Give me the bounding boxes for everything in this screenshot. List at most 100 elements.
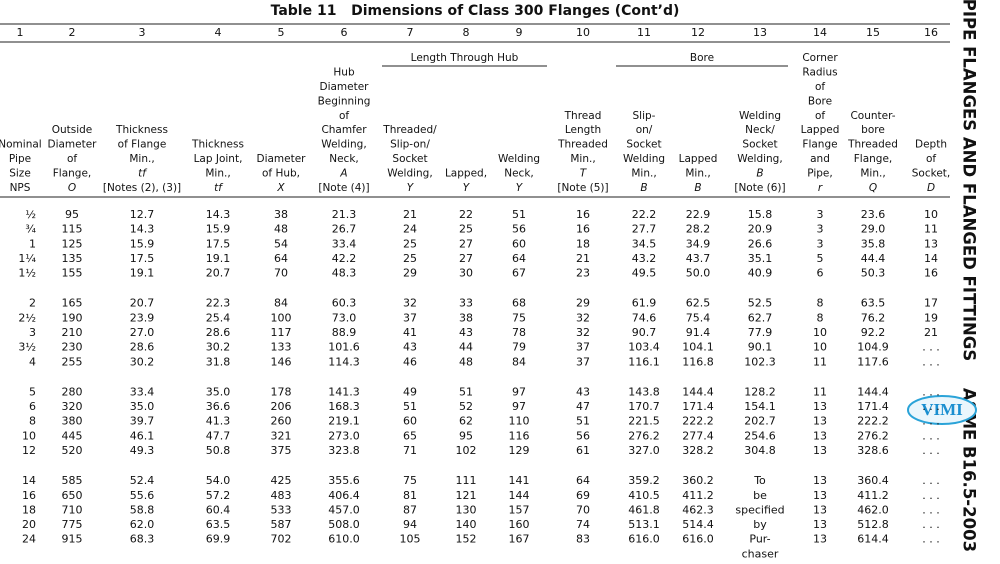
cell: . . . (922, 400, 939, 413)
column-header: NPS (10, 182, 31, 194)
column-header: Socket, (912, 168, 950, 180)
cell: 273.0 (328, 429, 360, 442)
column-header: Min., (129, 153, 154, 165)
cell: 39.7 (130, 415, 155, 428)
cell: . . . (922, 474, 939, 487)
cell: 64 (512, 252, 526, 265)
cell: 41 (403, 326, 417, 339)
column-header: Radius (802, 66, 837, 78)
cell: 22.3 (206, 297, 231, 310)
cell: 95 (65, 208, 79, 221)
cell: 43 (459, 326, 473, 339)
cell: 97 (512, 400, 526, 413)
cell: 533 (271, 503, 292, 516)
cell: 165 (62, 297, 83, 310)
column-header: Min., (685, 168, 710, 180)
column-header: bore (861, 124, 885, 136)
column-header: Pipe (9, 153, 31, 165)
cell: 27.7 (632, 223, 657, 236)
cell: . . . (922, 533, 939, 546)
cell: 49 (403, 385, 417, 398)
column-header: T (580, 168, 588, 180)
cell: 56 (576, 429, 590, 442)
cell: 144 (509, 489, 530, 502)
cell: 178 (271, 385, 292, 398)
cell: 129 (509, 444, 530, 457)
column-header: Threaded (557, 139, 608, 151)
cell: 62 (459, 415, 473, 428)
cell: 36.6 (206, 400, 231, 413)
column-header: Depth (915, 139, 947, 151)
cell: 116.8 (682, 355, 714, 368)
cell: 31.8 (206, 355, 231, 368)
cell: 30.2 (130, 355, 155, 368)
column-header: of (926, 153, 936, 165)
cell: 508.0 (328, 518, 360, 531)
cell: 13 (813, 533, 827, 546)
column-header: B (640, 182, 647, 194)
cell: 277.4 (682, 429, 714, 442)
row-label: 8 (29, 415, 36, 428)
cell: 117.6 (857, 355, 889, 368)
cell: 210 (62, 326, 83, 339)
column-header: Size (9, 168, 31, 180)
cell: 19.1 (130, 267, 155, 280)
cell: 43 (403, 341, 417, 354)
column-header: Beginning (318, 95, 371, 107)
column-header: Lapped (801, 124, 840, 136)
cell: 50.0 (686, 267, 711, 280)
column-header: Welding, (321, 139, 366, 151)
cell: 380 (62, 415, 83, 428)
cell: 219.1 (328, 415, 360, 428)
cell: 49.3 (130, 444, 155, 457)
cell: 70 (274, 267, 288, 280)
cell: 710 (62, 503, 83, 516)
cell: 10 (924, 208, 938, 221)
cell: 5 (817, 252, 824, 265)
row-label: 3 (29, 326, 36, 339)
cell: 61.9 (632, 297, 657, 310)
column-header: Thickness (115, 124, 168, 136)
cell: 52.4 (130, 474, 155, 487)
cell: 513.1 (628, 518, 660, 531)
cell: 33.4 (130, 385, 155, 398)
cell: 514.4 (682, 518, 714, 531)
cell: 359.2 (628, 474, 660, 487)
cell: 37 (403, 311, 417, 324)
cell: 445 (62, 429, 83, 442)
cell: 67 (512, 267, 526, 280)
cell: 13 (813, 415, 827, 428)
cell: 17 (924, 297, 938, 310)
column-header: Lapped, (445, 168, 487, 180)
cell: 111 (456, 474, 477, 487)
cell: 610.0 (328, 533, 360, 546)
row-label: 10 (22, 429, 36, 442)
cell: 40.9 (748, 267, 773, 280)
cell: 13 (813, 400, 827, 413)
cell: 65 (403, 429, 417, 442)
cell: 614.4 (857, 533, 889, 546)
cell: 60.3 (332, 297, 357, 310)
cell: 360.4 (857, 474, 889, 487)
row-label: 20 (22, 518, 36, 531)
cell: 12.7 (130, 208, 155, 221)
cell: 87 (403, 503, 417, 516)
column-header: Outside (52, 124, 93, 136)
cell: 328.2 (682, 444, 714, 457)
cell: 60.4 (206, 503, 231, 516)
cell: 321 (271, 429, 292, 442)
column-number: 5 (278, 26, 285, 39)
column-header: Thickness (191, 139, 244, 151)
cell: 58.8 (130, 503, 155, 516)
cell: 34.9 (686, 237, 711, 250)
column-header: [Note (4)] (318, 182, 369, 194)
cell: 20.7 (206, 267, 231, 280)
cell: 121 (456, 489, 477, 502)
cell: 206 (271, 400, 292, 413)
cell: 14.3 (130, 223, 155, 236)
cell: 43 (576, 385, 590, 398)
column-header: Welding (623, 153, 665, 165)
cell: 50.3 (861, 267, 886, 280)
row-label: 1 (29, 237, 36, 250)
row-label: 2 (29, 297, 36, 310)
